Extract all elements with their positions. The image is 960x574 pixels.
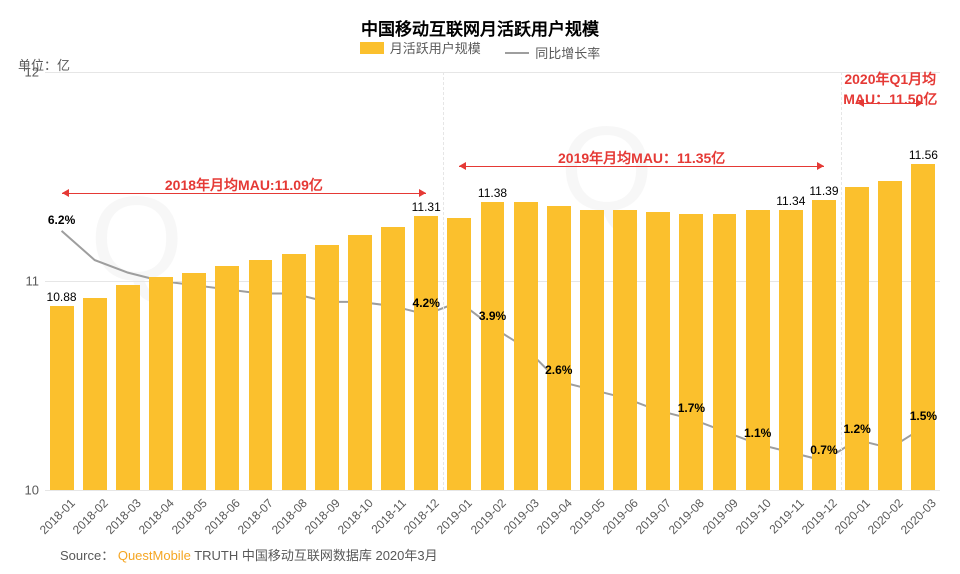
ytick-label: 12 [25, 65, 45, 80]
bar [613, 210, 637, 490]
period-annotation: 2018年月均MAU:11.09亿 [165, 175, 323, 195]
growth-label: 1.1% [744, 426, 771, 440]
arrowhead [857, 99, 864, 107]
chart-container: Q Q 中国移动互联网月活跃用户规模 单位：亿 月活跃用户规模 同比增长率 10… [0, 0, 960, 574]
period-divider [443, 72, 444, 490]
growth-label: 1.7% [678, 401, 705, 415]
bar [713, 214, 737, 490]
period-annotation: 2019年月均MAU：11.35亿 [558, 148, 725, 168]
gridline [45, 490, 940, 491]
bar [779, 210, 803, 490]
growth-label: 6.2% [48, 213, 75, 227]
period-span-line [62, 193, 427, 194]
growth-label: 1.2% [843, 422, 870, 436]
period-span-line [857, 103, 923, 104]
growth-label: 2.6% [545, 363, 572, 377]
bar [580, 210, 604, 490]
bar [182, 273, 206, 490]
arrowhead [62, 189, 69, 197]
bar-value-label: 11.38 [463, 186, 523, 200]
plot-area: 10111210.882018-012018-022018-032018-042… [45, 72, 940, 490]
legend-item-bar: 月活跃用户规模 [360, 38, 481, 57]
bar [50, 306, 74, 490]
bar [348, 235, 372, 490]
legend-swatch-line [505, 52, 529, 54]
period-span-line [459, 166, 824, 167]
bar [547, 206, 571, 490]
growth-label: 1.5% [910, 409, 937, 423]
arrowhead [459, 162, 466, 170]
bar [315, 245, 339, 490]
legend-swatch-bar [360, 42, 384, 54]
arrowhead [419, 189, 426, 197]
growth-label: 0.7% [810, 443, 837, 457]
bar [116, 285, 140, 490]
bar [249, 260, 273, 490]
bar [381, 227, 405, 490]
legend-label-bar: 月活跃用户规模 [390, 38, 481, 57]
source-text: Source： QuestMobile TRUTH 中国移动互联网数据库 202… [60, 545, 438, 564]
legend: 月活跃用户规模 同比增长率 [0, 38, 960, 62]
bar [149, 277, 173, 490]
legend-item-line: 同比增长率 [505, 43, 600, 62]
bar [679, 214, 703, 490]
bar-value-label: 11.56 [893, 148, 953, 162]
bar [746, 210, 770, 490]
source-rest: TRUTH 中国移动互联网数据库 2020年3月 [194, 548, 437, 563]
ytick-label: 11 [26, 274, 46, 289]
bar-value-label: 11.31 [396, 200, 456, 214]
bar [481, 202, 505, 490]
arrowhead [916, 99, 923, 107]
bar [646, 212, 670, 490]
bar [414, 216, 438, 490]
chart-title: 中国移动互联网月活跃用户规模 [0, 15, 960, 40]
period-divider [841, 72, 842, 490]
bar [282, 254, 306, 490]
bar [845, 187, 869, 490]
bar [215, 266, 239, 490]
source-prefix: Source： [60, 548, 114, 563]
source-brand: QuestMobile [118, 548, 191, 563]
growth-label: 3.9% [479, 309, 506, 323]
bar [83, 298, 107, 490]
bar [878, 181, 902, 490]
bar [911, 164, 935, 490]
gridline [45, 72, 940, 73]
arrowhead [817, 162, 824, 170]
bar [514, 202, 538, 490]
legend-label-line: 同比增长率 [535, 43, 600, 62]
growth-label: 4.2% [413, 296, 440, 310]
ytick-label: 10 [25, 483, 45, 498]
bar [447, 218, 471, 490]
